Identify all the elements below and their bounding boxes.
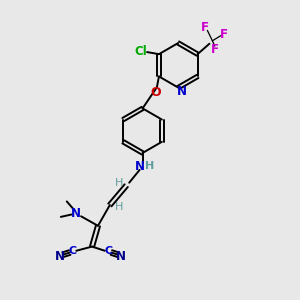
Text: H: H (146, 161, 154, 171)
Text: N: N (71, 207, 81, 220)
Text: N: N (55, 250, 65, 262)
Text: N: N (116, 250, 126, 262)
Text: F: F (212, 43, 219, 56)
Text: F: F (201, 21, 209, 34)
Text: O: O (151, 86, 161, 99)
Text: H: H (115, 202, 123, 212)
Text: N: N (177, 85, 187, 98)
Text: C: C (69, 246, 77, 256)
Text: Cl: Cl (135, 45, 148, 58)
Text: H: H (115, 178, 123, 188)
Text: F: F (220, 28, 228, 41)
Text: N: N (135, 160, 145, 173)
Text: C: C (104, 246, 112, 256)
